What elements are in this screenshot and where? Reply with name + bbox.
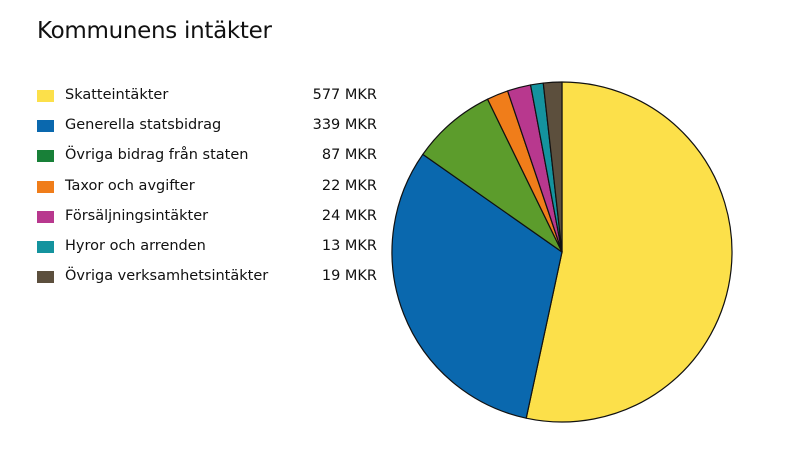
legend-label: Övriga bidrag från staten: [65, 147, 249, 164]
legend-swatch: [37, 180, 54, 193]
legend-item: Taxor och avgifter 22 MKR: [37, 178, 377, 208]
legend-swatch: [37, 210, 54, 223]
legend-value: 87 MKR: [321, 147, 377, 164]
legend-swatch: [37, 150, 54, 163]
legend-swatch: [37, 240, 54, 253]
legend-swatch: [37, 90, 54, 102]
legend-value: 339 MKR: [312, 117, 377, 134]
legend-swatch: [37, 120, 54, 133]
legend-swatch: [37, 271, 54, 284]
legend-label: Försäljningsintäkter: [65, 207, 209, 224]
legend-label: Generella statsbidrag: [65, 117, 222, 134]
pie-slice: [391, 153, 563, 419]
legend: Skatteintäkter 577 MKR Generella statsbi…: [37, 87, 377, 298]
legend-item: Skatteintäkter 577 MKR: [37, 87, 377, 117]
legend-value: 577 MKR: [312, 87, 377, 103]
legend-label: Hyror och arrenden: [65, 237, 206, 254]
legend-item: Övriga verksamhetsintäkter 19 MKR: [37, 268, 377, 298]
chart-title: Kommunens intäkter: [37, 18, 272, 44]
legend-value: 24 MKR: [321, 207, 377, 224]
legend-value: 22 MKR: [321, 177, 377, 194]
legend-label: Skatteintäkter: [65, 87, 169, 103]
legend-label: Taxor och avgifter: [65, 177, 195, 194]
legend-item: Övriga bidrag från staten 87 MKR: [37, 147, 377, 177]
pie-slice: [542, 81, 563, 253]
legend-value: 19 MKR: [321, 268, 377, 285]
legend-item: Försäljningsintäkter 24 MKR: [37, 208, 377, 238]
legend-label: Övriga verksamhetsintäkter: [65, 268, 269, 285]
legend-value: 13 MKR: [321, 237, 377, 254]
legend-item: Hyror och arrenden 13 MKR: [37, 238, 377, 268]
pie-slice: [525, 81, 733, 423]
legend-item: Generella statsbidrag 339 MKR: [37, 117, 377, 147]
